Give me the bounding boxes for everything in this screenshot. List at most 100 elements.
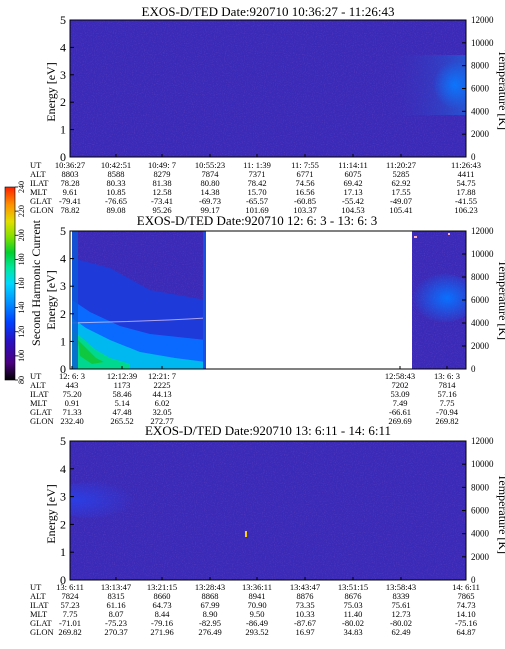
ephemeris-cell: -71.01	[59, 618, 81, 628]
panel-1-flux-spot	[433, 61, 466, 109]
ephemeris-cell: 8676	[345, 591, 362, 601]
panel-1-spectrogram	[70, 20, 466, 157]
ephemeris-cell: 13:51:15	[338, 582, 368, 592]
ephemeris-cell: 12.73	[391, 609, 410, 619]
ephemeris-cell: 269.82	[435, 416, 458, 426]
ephemeris-row-label: ALT	[30, 591, 47, 601]
ephemeris-cell: 74.56	[295, 178, 314, 188]
panel-3-spike	[245, 531, 247, 537]
panel-2-title: EXOS-D/TED Date:920710 12: 6: 3 - 13: 6:…	[137, 213, 377, 228]
panel-2-left-block	[71, 231, 207, 369]
ephemeris-cell: 64.87	[456, 627, 475, 637]
ephemeris-cell: 4411	[458, 169, 475, 179]
energy-tick-label: 1	[60, 545, 66, 559]
ephemeris-cell: 101.69	[245, 205, 268, 215]
ephemeris-cell: 8803	[62, 169, 79, 179]
panel-3-y2label: Temperature [K]	[496, 474, 505, 554]
colorbar-ticks: 80 100 120 140 160 180 200 220 240	[15, 181, 26, 384]
ephemeris-cell: 103.37	[293, 205, 316, 215]
ephemeris-cell: 10:42:51	[101, 160, 131, 170]
ephemeris-cell: 10:55:23	[195, 160, 225, 170]
ephemeris-cell: -70.94	[436, 407, 459, 417]
panel-1-ylabel: Energy [eV]	[44, 62, 58, 121]
ephemeris-cell: 8339	[393, 591, 410, 601]
temperature-tick-label: 4000	[471, 318, 490, 328]
ephemeris-cell: -87.67	[294, 618, 316, 628]
energy-tick-label: 2	[60, 517, 66, 531]
energy-tick-label: 2	[60, 307, 66, 321]
ephemeris-cell: 44.13	[152, 389, 171, 399]
ephemeris-cell: 80.80	[200, 178, 219, 188]
colorbar-tick-label: 160	[17, 278, 26, 290]
ephemeris-cell: -49.07	[390, 196, 412, 206]
ephemeris-cell: 7.49	[393, 398, 408, 408]
energy-tick-label: 4	[60, 252, 66, 266]
ephemeris-cell: 6.02	[155, 398, 170, 408]
energy-tick-label: 3	[60, 279, 66, 293]
energy-tick-label: 1	[60, 334, 66, 348]
colorbar-title: Second Harmonic Current	[29, 219, 43, 346]
ephemeris-cell: 13:36:11	[242, 582, 272, 592]
temperature-tick-label: 6000	[471, 506, 490, 516]
ephemeris-cell: 32.05	[152, 407, 171, 417]
ephemeris-cell: 1173	[114, 380, 131, 390]
temperature-tick-label: 0	[471, 575, 476, 585]
energy-tick-label: 2	[60, 95, 66, 109]
ephemeris-cell: 269.69	[388, 416, 411, 426]
ephemeris-cell: 75.20	[62, 389, 81, 399]
ephemeris-cell: 10:49: 7	[148, 160, 176, 170]
ephemeris-cell: 80.33	[106, 178, 125, 188]
ephemeris-cell: 64.73	[152, 600, 171, 610]
temperature-tick-label: 4000	[471, 529, 490, 539]
ephemeris-cell: -73.41	[151, 196, 173, 206]
temperature-tick-label: 12000	[471, 436, 494, 446]
temperature-tick-label: 12000	[471, 226, 494, 236]
ephemeris-cell: 8315	[108, 591, 125, 601]
ephemeris-cell: 13:28:43	[195, 582, 225, 592]
energy-tick-label: 4	[60, 40, 66, 54]
ephemeris-cell: 8.07	[109, 609, 124, 619]
ephemeris-cell: 7874	[202, 169, 220, 179]
ephemeris-cell: 54.75	[456, 178, 475, 188]
panel-1-band	[70, 55, 466, 115]
ephemeris-cell: -80.02	[390, 618, 412, 628]
ephemeris-cell: 78.28	[60, 178, 79, 188]
ephemeris-row-label: ILAT	[30, 178, 49, 188]
ephemeris-cell: 13:13:47	[101, 582, 131, 592]
ephemeris-cell: 11: 1:39	[243, 160, 271, 170]
panel-1-axes: 0 1 2 3 4 5 0 2000 4000 6000 8000 10000 12000	[60, 13, 494, 164]
ephemeris-row-label: GLON	[30, 627, 54, 637]
ephemeris-cell: 7371	[249, 169, 266, 179]
temperature-tick-label: 0	[471, 364, 476, 374]
ephemeris-cell: 61.16	[106, 600, 125, 610]
colorbar-tick-label: 200	[17, 229, 26, 241]
ephemeris-cell: 71.33	[62, 407, 81, 417]
ephemeris-cell: 11:14:11	[338, 160, 368, 170]
ephemeris-cell: 12:58:43	[385, 371, 415, 381]
ephemeris-cell: 269.82	[58, 627, 81, 637]
panel-1-title: EXOS-D/TED Date:920710 10:36:27 - 11:26:…	[142, 4, 395, 19]
ephemeris-row-label: GLON	[30, 416, 54, 426]
ephemeris-cell: 8941	[249, 591, 266, 601]
ephemeris-cell: 7.75	[440, 398, 455, 408]
ephemeris-cell: 7202	[392, 380, 409, 390]
colorbar: 80 100 120 140 160 180 200 220 240 Second Harmon…	[4, 181, 43, 384]
ephemeris-cell: 95.26	[152, 205, 171, 215]
ephemeris-cell: 13: 6: 3	[434, 371, 460, 381]
ephemeris-cell: 75.61	[391, 600, 410, 610]
ephemeris-cell: 69.42	[343, 178, 362, 188]
ephemeris-row-label: GLAT	[30, 196, 53, 206]
ephemeris-cell: 78.42	[247, 178, 266, 188]
ephemeris-cell: 7865	[458, 591, 475, 601]
ephemeris-cell: 8660	[154, 591, 171, 601]
ephemeris-row-label: MLT	[30, 609, 48, 619]
ephemeris-cell: 7824	[62, 591, 80, 601]
temperature-tick-label: 0	[471, 152, 476, 162]
ephemeris-cell: 2225	[154, 380, 171, 390]
ephemeris-cell: 11.40	[344, 609, 363, 619]
ephemeris-cell: 57.23	[60, 600, 79, 610]
